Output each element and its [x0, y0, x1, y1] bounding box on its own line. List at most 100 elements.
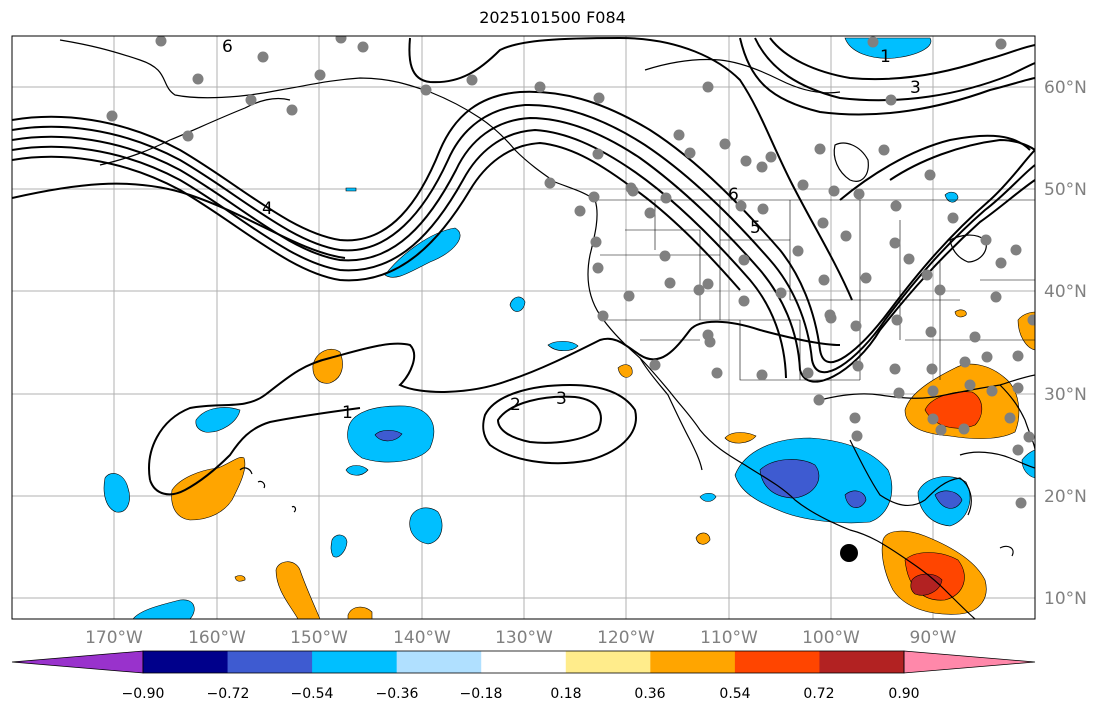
station-dot [986, 385, 998, 397]
station-dot [590, 236, 602, 248]
station-dot [1012, 382, 1024, 394]
colorbar-tick: −0.18 [460, 686, 503, 702]
station-dot [1012, 350, 1024, 362]
contour-label: 1 [342, 403, 353, 423]
contour-2-top [754, 37, 1035, 102]
contour-label: 1 [880, 47, 891, 67]
station-dot [825, 312, 837, 324]
station-dot [964, 379, 976, 391]
arctic-coast [644, 58, 841, 94]
station-dot [867, 36, 879, 48]
station-dot [738, 254, 750, 266]
colorbar-swatch [227, 651, 313, 673]
station-dot [740, 155, 752, 167]
station-dot [797, 179, 809, 191]
station-dot [738, 295, 750, 307]
alaska-coast [59, 39, 556, 183]
map-panel: 6 1 3 4 6 5 2 3 1 [12, 36, 1035, 619]
contour-labels: 6 1 3 4 6 5 2 3 1 [222, 37, 921, 423]
station-dot [935, 424, 947, 436]
station-dot [817, 217, 829, 229]
station-dot [593, 92, 605, 104]
aleutians [99, 97, 291, 166]
great-lakes [949, 234, 987, 263]
contour-label: 3 [910, 78, 921, 98]
colorbar-tick: −0.36 [376, 686, 419, 702]
station-dot [813, 394, 825, 406]
contour-label: 2 [510, 395, 521, 415]
contour-ring-1 [12, 90, 1035, 364]
colorbar-frame [142, 650, 905, 674]
lat-label: 30°N [1044, 385, 1087, 405]
pos-region-gulf-california [724, 432, 757, 444]
station-dot [649, 359, 661, 371]
station-dot [1012, 444, 1024, 456]
station-dot [934, 284, 946, 296]
neg-region-top-right [844, 37, 932, 59]
station-dot [719, 138, 731, 150]
neg-region-hawaii-west [103, 473, 130, 513]
station-dot [1015, 497, 1027, 509]
station-dot [775, 287, 787, 299]
station-dot [878, 144, 890, 156]
contour-east-2 [889, 138, 1035, 181]
contour-ring-4 [12, 128, 787, 379]
station-dot [1010, 244, 1022, 256]
lat-label: 20°N [1044, 487, 1087, 507]
station-dot [627, 185, 639, 197]
cuba [959, 451, 1035, 469]
station-dot [588, 191, 600, 203]
station-dot [592, 148, 604, 160]
neg-region-central-core [374, 430, 403, 442]
pos-region-small-4 [954, 309, 967, 318]
lon-label: 140°W [393, 628, 451, 648]
station-dot [335, 36, 347, 44]
lon-label: 90°W [910, 628, 957, 648]
lon-label: 150°W [290, 628, 348, 648]
baja [639, 357, 703, 471]
station-dot [544, 177, 556, 189]
pos-region-north-pacific [312, 348, 343, 384]
station-dot [891, 314, 903, 326]
latitude-labels: 60°N 50°N 40°N 30°N 20°N 10°N [1044, 78, 1087, 609]
station-dot [660, 192, 672, 204]
station-dot [659, 250, 671, 262]
colorbar-tick: 0.54 [719, 686, 750, 702]
station-dot [860, 272, 872, 284]
lon-label: 130°W [495, 628, 553, 648]
station-dot [106, 110, 118, 122]
station-dot [644, 207, 656, 219]
contour-lines [12, 36, 1035, 496]
station-dot [245, 94, 257, 106]
neg-region-small-1 [509, 296, 526, 312]
lon-label: 120°W [597, 628, 655, 648]
colorbar [11, 650, 1036, 674]
station-dot [995, 257, 1007, 269]
station-dot [534, 81, 546, 93]
station-dot [574, 205, 586, 217]
colorbar-swatch [312, 651, 398, 673]
lon-label: 100°W [802, 628, 860, 648]
colorbar-swatch [734, 651, 820, 673]
station-dot [792, 245, 804, 257]
contour-2-ellipse [482, 383, 637, 465]
station-dot [959, 356, 971, 368]
station-dot [947, 212, 959, 224]
colorbar-tick: −0.72 [207, 686, 250, 702]
neg-region-small-2 [547, 341, 579, 352]
contour-1-pacific-lower [149, 407, 361, 496]
station-dot [673, 129, 685, 141]
station-dot [664, 277, 676, 289]
coastlines [59, 39, 1035, 619]
contour-label: 3 [556, 389, 567, 409]
contour-ring-6 [12, 182, 346, 259]
contour-label: 4 [262, 199, 273, 219]
contour-1-top [769, 37, 1035, 81]
colorbar-tick: −0.90 [122, 686, 165, 702]
station-dot [756, 161, 768, 173]
contour-label: 6 [728, 185, 739, 205]
colorbar-swatch [565, 651, 651, 673]
neg-region-mexico-core-2 [844, 490, 867, 508]
colorbar-extend-low [11, 650, 144, 674]
